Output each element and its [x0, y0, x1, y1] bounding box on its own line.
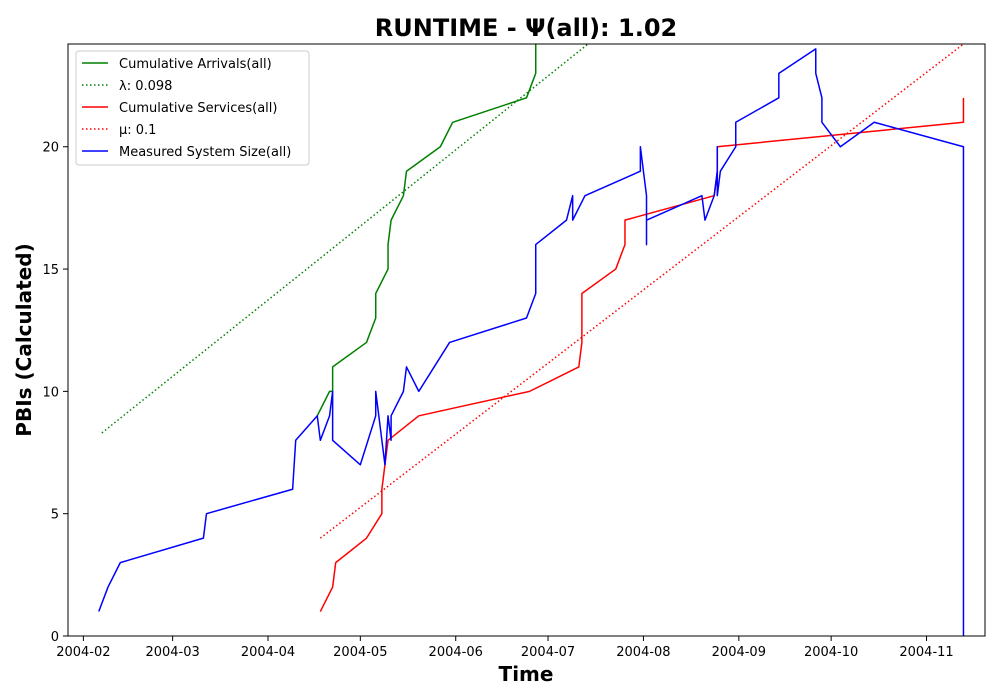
x-tick-label: 2004-06: [429, 645, 483, 660]
series-line-5: [98, 48, 965, 636]
y-axis: 0 5 10 15 20: [42, 141, 68, 645]
legend-label: Cumulative Arrivals(all): [119, 57, 272, 72]
x-axis: 2004-02 2004-03 2004-04 2004-05 2004-06 2004-…: [56, 636, 954, 660]
x-axis-title: Time: [499, 662, 554, 686]
legend-item: Cumulative Arrivals(all): [82, 57, 272, 72]
x-tick-label: 2004-07: [521, 645, 575, 660]
legend-label: λ: 0.098: [119, 79, 172, 94]
x-tick-label: 2004-03: [145, 645, 199, 660]
plot-area: [98, 44, 965, 636]
legend-item: Cumulative Services(all): [82, 101, 277, 116]
legend: Cumulative Arrivals(all) λ: 0.098 Cumulati…: [75, 50, 310, 166]
x-tick-label: 2004-09: [712, 645, 766, 660]
series-line-3: [319, 97, 965, 612]
y-tick-label: 5: [51, 508, 59, 523]
series-line-1: [316, 44, 537, 417]
x-tick-label: 2004-11: [899, 645, 953, 660]
chart-title: RUNTIME - Ψ(all): 1.02: [375, 14, 677, 42]
x-tick-label: 2004-05: [333, 645, 387, 660]
y-tick-label: 0: [51, 630, 59, 645]
x-tick-label: 2004-10: [804, 645, 858, 660]
plot-frame: [67, 43, 986, 637]
legend-label: Cumulative Services(all): [119, 101, 277, 116]
x-tick-label: 2004-08: [616, 645, 670, 660]
y-tick-label: 20: [42, 141, 59, 156]
series-line-4: [319, 44, 964, 539]
y-axis-title: PBIs (Calculated): [12, 243, 36, 436]
legend-item: μ: 0.1: [82, 123, 156, 138]
legend-box: [75, 50, 310, 166]
legend-label: μ: 0.1: [119, 123, 156, 138]
x-tick-label: 2004-04: [241, 645, 295, 660]
y-tick-label: 15: [42, 263, 59, 278]
legend-item: Measured System Size(all): [82, 145, 291, 160]
x-tick-label: 2004-02: [56, 645, 110, 660]
y-tick-label: 10: [42, 385, 59, 400]
legend-item: λ: 0.098: [82, 79, 172, 94]
legend-label: Measured System Size(all): [119, 145, 291, 160]
